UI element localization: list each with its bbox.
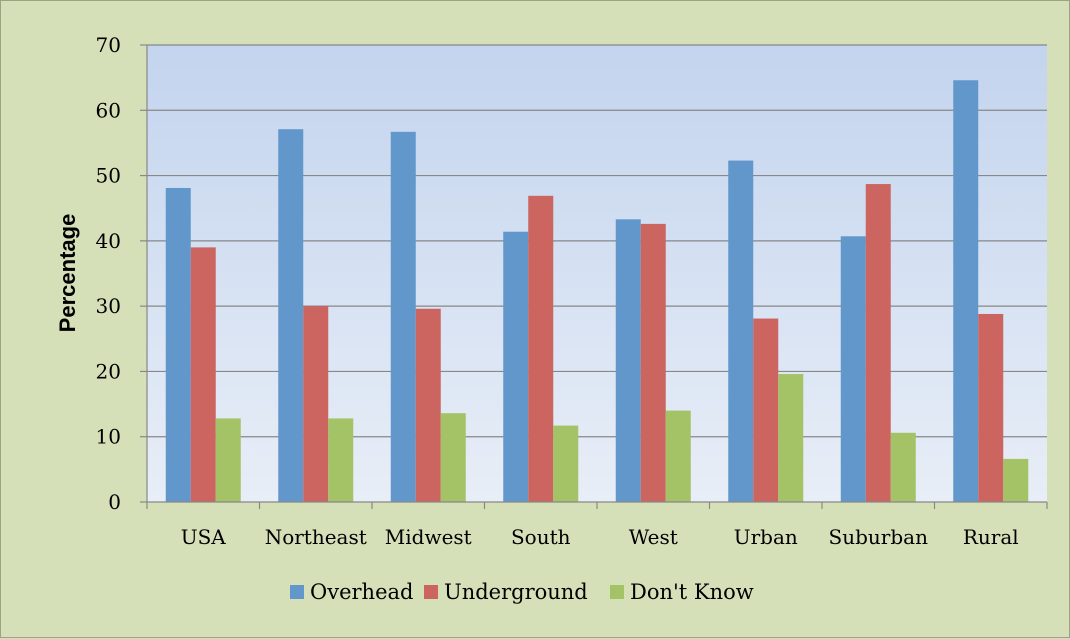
bar-don-t-know-rural bbox=[1003, 458, 1029, 502]
bar-underground-midwest bbox=[415, 308, 441, 502]
bar-overhead-urban bbox=[728, 160, 754, 502]
bar-underground-rural bbox=[978, 313, 1004, 502]
bar-overhead-suburban bbox=[840, 236, 866, 502]
bar-don-t-know-usa bbox=[215, 418, 241, 502]
x-tick-label: Urban bbox=[734, 525, 798, 549]
legend-swatch bbox=[290, 585, 304, 599]
legend-label: Overhead bbox=[310, 580, 413, 604]
x-tick-label: Suburban bbox=[829, 525, 929, 549]
axes bbox=[146, 45, 1048, 509]
bar-underground-urban bbox=[753, 318, 779, 502]
y-tick-labels: 0 10 20 30 40 50 60 70 bbox=[96, 33, 121, 514]
y-tick-label: 50 bbox=[96, 164, 121, 188]
bar-overhead-midwest bbox=[390, 131, 416, 502]
y-tick-label: 20 bbox=[96, 359, 121, 383]
x-tick-label: Midwest bbox=[385, 525, 472, 549]
x-tick-label: USA bbox=[181, 525, 227, 549]
y-axis-label: Percentage bbox=[55, 214, 80, 333]
bar-don-t-know-south bbox=[553, 425, 579, 502]
bar-don-t-know-midwest bbox=[440, 413, 466, 502]
x-tick-label: Rural bbox=[963, 525, 1019, 549]
y-tick-label: 30 bbox=[96, 294, 121, 318]
bar-don-t-know-urban bbox=[778, 374, 804, 502]
bar-don-t-know-suburban bbox=[890, 432, 916, 502]
x-tick-label: West bbox=[629, 525, 678, 549]
bar-overhead-northeast bbox=[278, 129, 304, 502]
legend-label: Don't Know bbox=[630, 580, 754, 604]
x-tick-labels: USA Northeast Midwest South West Urban Suburba… bbox=[181, 525, 1019, 549]
bar-overhead-west bbox=[615, 219, 641, 502]
bar-overhead-usa bbox=[165, 187, 191, 502]
x-tick-label: Northeast bbox=[265, 525, 367, 549]
legend-swatch bbox=[424, 585, 438, 599]
bar-underground-west bbox=[640, 223, 666, 502]
y-tick-label: 60 bbox=[96, 98, 121, 122]
y-tick-label: 70 bbox=[96, 33, 121, 57]
bar-underground-northeast bbox=[303, 306, 329, 502]
bars bbox=[165, 80, 1029, 503]
y-tick-label: 40 bbox=[96, 229, 121, 253]
y-tick-label: 0 bbox=[108, 490, 121, 514]
bar-underground-suburban bbox=[865, 184, 891, 502]
legend-swatch bbox=[610, 585, 624, 599]
bar-underground-south bbox=[528, 195, 554, 502]
bar-don-t-know-northeast bbox=[328, 418, 354, 502]
bar-overhead-south bbox=[503, 231, 529, 502]
x-tick-label: South bbox=[511, 525, 571, 549]
bar-overhead-rural bbox=[953, 80, 979, 503]
y-tick-label: 10 bbox=[96, 425, 121, 449]
bar-underground-usa bbox=[190, 247, 216, 502]
bar-don-t-know-west bbox=[665, 410, 691, 502]
legend: Overhead Underground Don't Know bbox=[290, 580, 754, 604]
legend-label: Underground bbox=[444, 580, 588, 604]
